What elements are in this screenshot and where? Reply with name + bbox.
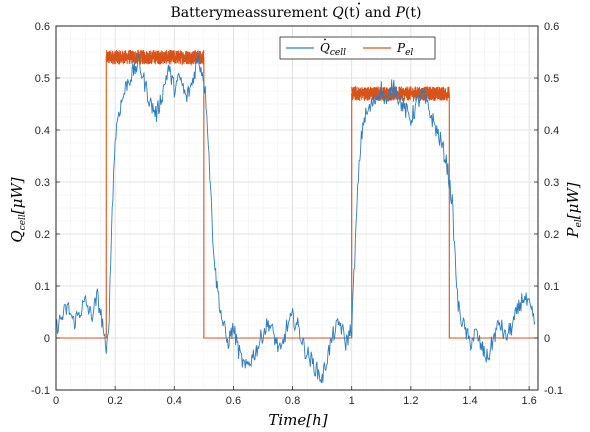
y-tick-label-right: 0.6 — [544, 21, 559, 33]
y-tick-label-left: 0.6 — [35, 21, 50, 33]
chart-title-prefix: Batterymeassurement — [171, 5, 333, 21]
legend-label-pel-sub: el — [405, 48, 413, 58]
x-axis-label-unit: [h] — [306, 411, 328, 429]
chart-title: Batterymeassurement Q(t) and P(t) — [171, 5, 422, 21]
y-axis-left-label-sub: cell — [18, 214, 28, 230]
legend-label-qcell: Qcell — [320, 41, 346, 58]
x-axis-label-main: Time — [268, 411, 306, 429]
chart-title-q-symbol: Q — [332, 5, 344, 21]
y-axis-right-label-sub: el — [574, 219, 584, 227]
series-layer — [55, 49, 538, 384]
legend-label-qcell-sub: cell — [330, 48, 346, 58]
legend-label-pel: Pel — [396, 41, 413, 58]
y-tick-label-right: 0.2 — [544, 229, 559, 241]
series-pel-line — [56, 56, 538, 339]
y-tick-label-right: -0.1 — [544, 385, 563, 397]
series-pel-noise — [351, 85, 450, 103]
y-axis-right-label: Pel[μW] — [564, 182, 584, 238]
y-axis-right-ticks: -0.1 0 0.1 0.2 0.3 0.4 0.5 0.6 — [534, 21, 563, 397]
y-axis-left-label-unit: [μW] — [8, 177, 26, 214]
chart-title-q-arg: (t) and — [344, 5, 396, 21]
y-axis-left-ticks: -0.1 0 0.1 0.2 0.3 0.4 0.5 0.6 — [31, 21, 60, 397]
x-tick-label: 0.8 — [285, 395, 300, 407]
y-tick-label-right: 0.5 — [544, 73, 559, 85]
plot-frame — [55, 25, 539, 391]
x-tick-label: 0.4 — [167, 395, 182, 407]
chart-title-p-symbol: P — [394, 5, 405, 21]
y-axis-right-label-unit: [μW] — [564, 182, 582, 219]
legend-label-qcell-symbol: Q — [320, 41, 330, 55]
y-tick-label-right: 0.3 — [544, 177, 559, 189]
y-axis-left-label: Qcell[μW] — [8, 177, 28, 242]
y-tick-label-right: 0.4 — [544, 125, 559, 137]
legend-qcell-dot — [324, 38, 326, 41]
legend-box — [279, 36, 436, 60]
y-tick-label-left: 0.4 — [35, 125, 50, 137]
y-tick-label-left: 0.3 — [35, 177, 50, 189]
x-axis-label: Time[h] — [268, 411, 327, 429]
x-tick-label: 1 — [349, 395, 355, 407]
x-tick-label: 1.6 — [521, 395, 536, 407]
y-axis-left-label-symbol: Q — [8, 230, 26, 242]
y-tick-label-left: -0.1 — [31, 385, 50, 397]
y-tick-label-right: 0 — [544, 333, 550, 345]
y-tick-label-left: 0 — [44, 333, 50, 345]
title-q-dot — [358, 2, 360, 5]
series-qcell-line — [55, 52, 536, 384]
series-pel-noise — [105, 49, 205, 66]
x-tick-label: 1.4 — [462, 395, 477, 407]
legend: Qcell Pel — [279, 36, 436, 60]
x-tick-label: 0.6 — [226, 395, 241, 407]
x-tick-label: 0 — [53, 395, 59, 407]
x-axis-ticks: 0 0.2 0.4 0.6 0.8 1 1.2 1.4 1.6 — [53, 386, 537, 407]
x-tick-label: 1.2 — [403, 395, 418, 407]
y-tick-label-right: 0.1 — [544, 281, 559, 293]
legend-label-pel-symbol: P — [396, 41, 406, 55]
chart-title-p-arg: (t) — [405, 5, 422, 21]
y-tick-label-left: 0.2 — [35, 229, 50, 241]
y-tick-label-left: 0.5 — [35, 73, 50, 85]
x-tick-label: 0.2 — [107, 395, 122, 407]
y-tick-label-left: 0.1 — [35, 281, 50, 293]
y-axis-right-label-symbol: P — [564, 227, 582, 239]
